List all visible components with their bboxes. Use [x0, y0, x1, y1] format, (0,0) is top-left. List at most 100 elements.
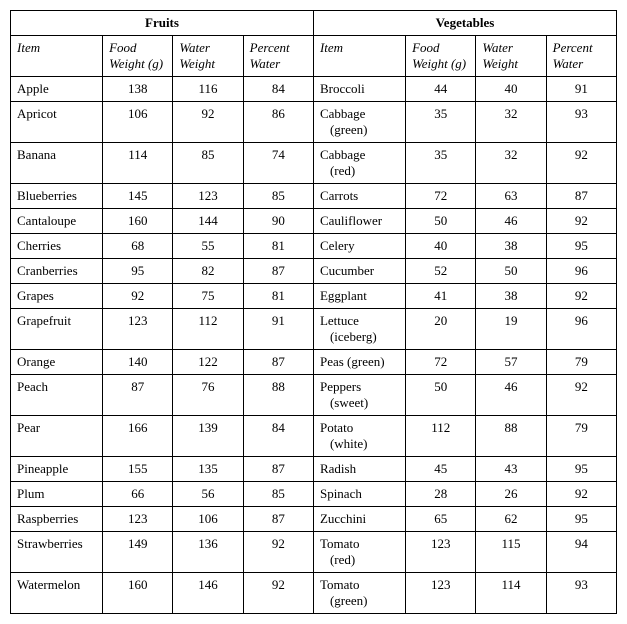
vegetable-item-name: Carrots — [313, 184, 405, 209]
table-row: Cherries685581Celery403895 — [11, 234, 617, 259]
vegetable-water-weight: 32 — [476, 102, 546, 143]
vegetable-water-weight: 32 — [476, 143, 546, 184]
vegetable-item-name: Eggplant — [313, 284, 405, 309]
vegetable-water-weight: 19 — [476, 309, 546, 350]
fruit-percent-water: 92 — [243, 573, 313, 614]
vegetable-item-name: Tomato(red) — [313, 532, 405, 573]
vegetable-water-weight: 43 — [476, 457, 546, 482]
fruit-item-name: Apple — [11, 77, 103, 102]
vegetable-item-name: Radish — [313, 457, 405, 482]
fruit-percent-water: 85 — [243, 184, 313, 209]
vegetable-water-weight: 115 — [476, 532, 546, 573]
vegetable-item-name: Cucumber — [313, 259, 405, 284]
vegetable-water-weight: 26 — [476, 482, 546, 507]
fruit-food-weight: 160 — [103, 209, 173, 234]
vegetable-percent-water: 95 — [546, 234, 616, 259]
vegetable-water-weight: 62 — [476, 507, 546, 532]
vegetable-food-weight: 28 — [406, 482, 476, 507]
column-header-row: Item Food Weight (g) Water Weight Percen… — [11, 36, 617, 77]
vegetable-percent-water: 96 — [546, 309, 616, 350]
vegetable-item-name: Cabbage(red) — [313, 143, 405, 184]
fruit-food-weight: 123 — [103, 309, 173, 350]
fruit-percent-water: 90 — [243, 209, 313, 234]
vegetable-item-name: Tomato(green) — [313, 573, 405, 614]
table-row: Banana1148574Cabbage(red)353292 — [11, 143, 617, 184]
fruit-food-weight: 149 — [103, 532, 173, 573]
fruit-percent-water: 91 — [243, 309, 313, 350]
fruit-percent-water: 86 — [243, 102, 313, 143]
vegetable-percent-water: 93 — [546, 573, 616, 614]
vegetable-percent-water: 92 — [546, 375, 616, 416]
vegetable-percent-water: 92 — [546, 143, 616, 184]
vegetable-percent-water: 92 — [546, 482, 616, 507]
vegetable-percent-water: 92 — [546, 284, 616, 309]
vegetable-percent-water: 95 — [546, 457, 616, 482]
fruit-water-weight: 85 — [173, 143, 243, 184]
vegetable-percent-water: 92 — [546, 209, 616, 234]
vegetable-item-name: Celery — [313, 234, 405, 259]
fruit-percent-water: 87 — [243, 507, 313, 532]
vegetable-food-weight: 123 — [406, 573, 476, 614]
col-food-weight: Food Weight (g) — [406, 36, 476, 77]
col-percent-water: Percent Water — [243, 36, 313, 77]
fruit-water-weight: 135 — [173, 457, 243, 482]
table-row: Plum665685Spinach282692 — [11, 482, 617, 507]
fruit-item-name: Watermelon — [11, 573, 103, 614]
fruit-water-weight: 76 — [173, 375, 243, 416]
vegetable-food-weight: 72 — [406, 350, 476, 375]
fruit-item-name: Plum — [11, 482, 103, 507]
fruit-percent-water: 74 — [243, 143, 313, 184]
fruit-water-weight: 139 — [173, 416, 243, 457]
vegetable-percent-water: 94 — [546, 532, 616, 573]
vegetables-header: Vegetables — [313, 11, 616, 36]
fruit-item-name: Cherries — [11, 234, 103, 259]
vegetable-item-name: Potato(white) — [313, 416, 405, 457]
fruit-percent-water: 87 — [243, 350, 313, 375]
fruit-item-name: Pear — [11, 416, 103, 457]
fruit-food-weight: 140 — [103, 350, 173, 375]
fruit-percent-water: 84 — [243, 77, 313, 102]
table-row: Blueberries14512385Carrots726387 — [11, 184, 617, 209]
vegetable-food-weight: 50 — [406, 375, 476, 416]
vegetable-food-weight: 65 — [406, 507, 476, 532]
fruit-food-weight: 138 — [103, 77, 173, 102]
fruit-water-weight: 56 — [173, 482, 243, 507]
fruits-header: Fruits — [11, 11, 314, 36]
vegetable-percent-water: 79 — [546, 350, 616, 375]
fruit-water-weight: 122 — [173, 350, 243, 375]
fruit-water-weight: 75 — [173, 284, 243, 309]
fruit-percent-water: 84 — [243, 416, 313, 457]
vegetable-food-weight: 52 — [406, 259, 476, 284]
vegetable-item-name: Spinach — [313, 482, 405, 507]
table-row: Grapes927581Eggplant413892 — [11, 284, 617, 309]
table-row: Cantaloupe16014490Cauliflower504692 — [11, 209, 617, 234]
fruit-food-weight: 145 — [103, 184, 173, 209]
fruit-item-name: Grapefruit — [11, 309, 103, 350]
col-item: Item — [11, 36, 103, 77]
fruit-food-weight: 160 — [103, 573, 173, 614]
fruit-water-weight: 146 — [173, 573, 243, 614]
vegetable-water-weight: 38 — [476, 234, 546, 259]
fruit-percent-water: 81 — [243, 284, 313, 309]
col-food-weight: Food Weight (g) — [103, 36, 173, 77]
vegetable-percent-water: 79 — [546, 416, 616, 457]
vegetable-item-name: Lettuce(iceberg) — [313, 309, 405, 350]
fruit-water-weight: 82 — [173, 259, 243, 284]
vegetable-food-weight: 35 — [406, 143, 476, 184]
col-percent-water: Percent Water — [546, 36, 616, 77]
vegetable-water-weight: 40 — [476, 77, 546, 102]
fruit-percent-water: 88 — [243, 375, 313, 416]
table-row: Pear16613984Potato(white)1128879 — [11, 416, 617, 457]
fruit-item-name: Raspberries — [11, 507, 103, 532]
vegetable-food-weight: 72 — [406, 184, 476, 209]
fruit-percent-water: 85 — [243, 482, 313, 507]
vegetable-item-name: Cabbage(green) — [313, 102, 405, 143]
fruit-item-name: Pineapple — [11, 457, 103, 482]
col-water-weight: Water Weight — [173, 36, 243, 77]
fruit-food-weight: 123 — [103, 507, 173, 532]
fruit-item-name: Banana — [11, 143, 103, 184]
vegetable-water-weight: 46 — [476, 375, 546, 416]
fruit-food-weight: 66 — [103, 482, 173, 507]
table-row: Apple13811684Broccoli444091 — [11, 77, 617, 102]
fruit-percent-water: 92 — [243, 532, 313, 573]
